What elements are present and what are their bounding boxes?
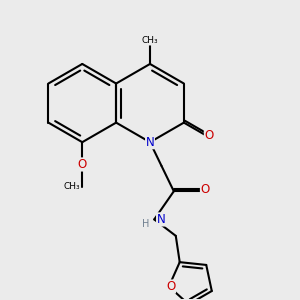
- Text: O: O: [204, 129, 214, 142]
- Text: H: H: [142, 219, 149, 229]
- Text: N: N: [157, 213, 165, 226]
- Text: CH₃: CH₃: [142, 36, 158, 45]
- Text: O: O: [200, 183, 210, 196]
- Text: N: N: [146, 136, 154, 149]
- Text: CH₃: CH₃: [64, 182, 80, 191]
- Text: O: O: [78, 158, 87, 171]
- Text: O: O: [166, 280, 176, 293]
